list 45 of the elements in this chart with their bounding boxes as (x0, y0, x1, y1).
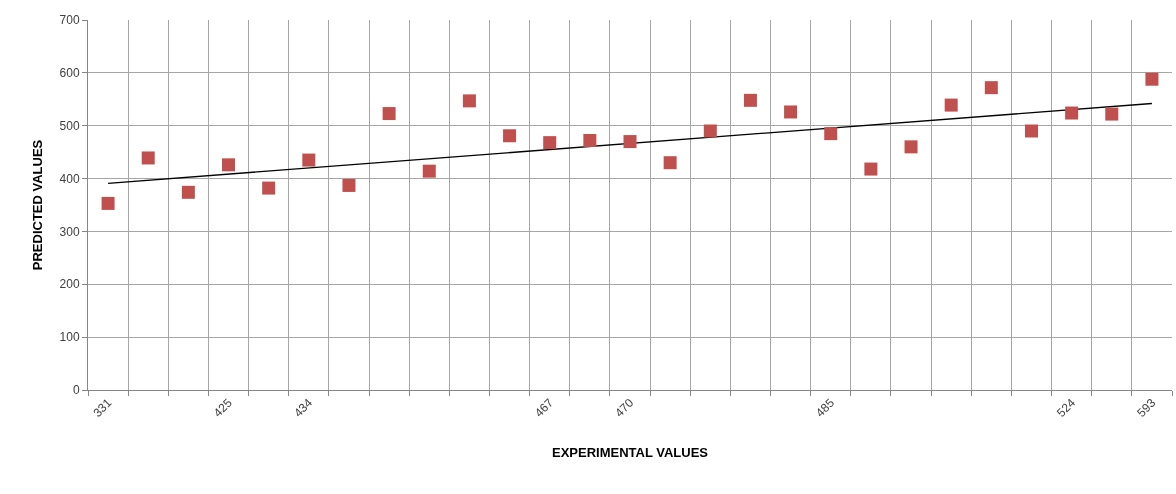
y-tick-label: 400 (59, 171, 80, 186)
point (984, 81, 998, 95)
point (623, 135, 637, 149)
x-tick-label: 524 (1053, 395, 1079, 420)
point (422, 164, 436, 178)
point (703, 124, 717, 138)
point (302, 153, 316, 167)
point (1065, 106, 1079, 120)
x-tick-label: 434 (291, 395, 316, 420)
x-tick-label: 593 (1134, 395, 1159, 420)
point (864, 162, 878, 176)
x-tick-label: 485 (813, 395, 838, 420)
point (663, 156, 677, 170)
point (1145, 72, 1159, 86)
point (583, 134, 597, 148)
y-tick-label: 0 (72, 383, 80, 398)
point (1105, 107, 1119, 121)
point (904, 140, 918, 154)
y-tick-label: 100 (59, 330, 80, 345)
point (141, 151, 155, 165)
x-tick-label: 425 (210, 395, 236, 420)
point (743, 93, 757, 107)
point (382, 107, 396, 121)
y-tick-label: 200 (59, 277, 80, 292)
y-axis-title: PREDICTED VALUES (29, 139, 45, 271)
point (503, 129, 517, 143)
y-tick-label: 500 (59, 118, 80, 133)
point (462, 94, 476, 108)
point (784, 105, 798, 119)
x-axis-title: EXPERIMENTAL VALUES (551, 444, 709, 460)
x-tick-label: 331 (90, 395, 115, 420)
point (543, 136, 557, 150)
point (262, 181, 276, 195)
y-tick-label: 700 (59, 13, 80, 28)
y-tick-label: 300 (59, 224, 80, 239)
point (222, 158, 236, 172)
point (101, 196, 115, 210)
point (181, 185, 195, 199)
point (1024, 124, 1038, 138)
point (944, 98, 958, 112)
x-tick-label: 467 (532, 395, 557, 420)
point (342, 178, 356, 192)
point (824, 127, 838, 141)
y-tick-label: 600 (59, 66, 80, 81)
x-tick-label: 470 (612, 395, 637, 420)
